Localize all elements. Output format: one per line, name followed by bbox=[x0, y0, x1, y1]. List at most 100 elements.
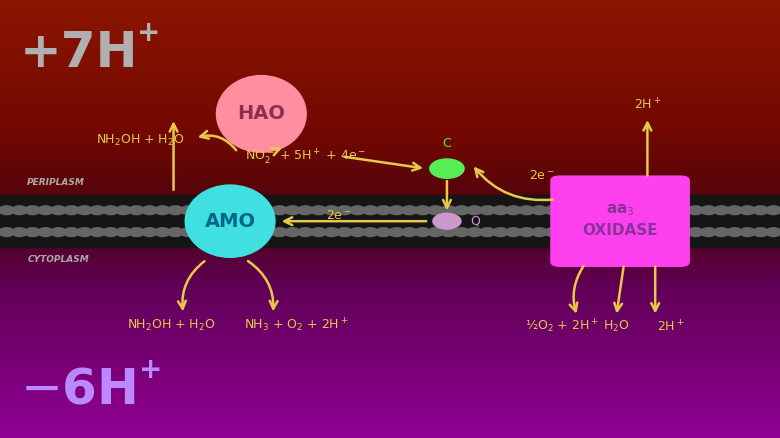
Bar bbox=[0, 311, 780, 313]
Bar bbox=[0, 50, 780, 53]
Circle shape bbox=[544, 206, 560, 215]
Circle shape bbox=[402, 206, 417, 215]
Circle shape bbox=[310, 228, 326, 237]
Circle shape bbox=[271, 206, 287, 215]
Text: NH$_2$OH + H$_2$O: NH$_2$OH + H$_2$O bbox=[127, 318, 216, 333]
Circle shape bbox=[25, 228, 41, 237]
Circle shape bbox=[688, 206, 704, 215]
Circle shape bbox=[12, 228, 27, 237]
Bar bbox=[0, 245, 780, 247]
Bar bbox=[0, 283, 780, 285]
Bar bbox=[0, 15, 780, 18]
Circle shape bbox=[310, 206, 326, 215]
Circle shape bbox=[714, 206, 729, 215]
Bar bbox=[0, 177, 780, 180]
Bar bbox=[0, 138, 780, 140]
Bar bbox=[0, 263, 780, 265]
Bar bbox=[0, 392, 780, 394]
Circle shape bbox=[154, 206, 170, 215]
Bar bbox=[0, 195, 780, 197]
Circle shape bbox=[661, 206, 677, 215]
Circle shape bbox=[129, 206, 144, 215]
Bar bbox=[0, 42, 780, 44]
Text: 2e$^-$: 2e$^-$ bbox=[326, 209, 353, 222]
Text: +: + bbox=[136, 19, 160, 47]
Bar bbox=[0, 116, 780, 118]
Bar bbox=[0, 61, 780, 64]
Circle shape bbox=[753, 206, 768, 215]
Bar bbox=[0, 429, 780, 431]
Bar bbox=[0, 57, 780, 59]
Circle shape bbox=[154, 228, 170, 237]
Circle shape bbox=[441, 206, 456, 215]
Bar bbox=[0, 180, 780, 182]
Bar bbox=[0, 390, 780, 392]
Bar bbox=[0, 120, 780, 123]
Circle shape bbox=[739, 228, 755, 237]
Bar bbox=[0, 313, 780, 315]
Bar bbox=[0, 48, 780, 50]
Circle shape bbox=[76, 206, 92, 215]
Text: Q: Q bbox=[470, 215, 480, 228]
Bar bbox=[0, 68, 780, 70]
Bar bbox=[0, 293, 780, 296]
Bar bbox=[0, 44, 780, 46]
Bar bbox=[0, 145, 780, 147]
Circle shape bbox=[558, 206, 573, 215]
Circle shape bbox=[427, 206, 443, 215]
Bar bbox=[0, 309, 780, 311]
Bar bbox=[0, 208, 780, 210]
Circle shape bbox=[480, 228, 495, 237]
Circle shape bbox=[37, 206, 53, 215]
Bar bbox=[0, 186, 780, 188]
Bar bbox=[0, 274, 780, 276]
Circle shape bbox=[0, 228, 14, 237]
Circle shape bbox=[583, 206, 599, 215]
Bar bbox=[0, 70, 780, 72]
Circle shape bbox=[610, 228, 626, 237]
Bar bbox=[0, 96, 780, 99]
Bar bbox=[0, 324, 780, 326]
Bar bbox=[0, 88, 780, 90]
Bar bbox=[0, 118, 780, 120]
Circle shape bbox=[636, 206, 651, 215]
Circle shape bbox=[0, 206, 14, 215]
Text: NO$_2^-$ + 5H$^+$ + 4e$^-$: NO$_2^-$ + 5H$^+$ + 4e$^-$ bbox=[245, 147, 367, 166]
Circle shape bbox=[337, 228, 353, 237]
Bar bbox=[0, 399, 780, 401]
Text: PERIPLASM: PERIPLASM bbox=[27, 178, 85, 187]
Bar bbox=[0, 112, 780, 114]
Bar bbox=[0, 59, 780, 61]
Bar bbox=[0, 94, 780, 96]
Bar bbox=[0, 201, 780, 204]
Circle shape bbox=[753, 228, 768, 237]
Ellipse shape bbox=[186, 185, 275, 258]
Circle shape bbox=[115, 206, 131, 215]
Bar bbox=[0, 228, 780, 230]
Text: 2H$^+$: 2H$^+$ bbox=[657, 319, 685, 334]
Bar bbox=[0, 261, 780, 263]
Bar bbox=[0, 129, 780, 131]
Circle shape bbox=[324, 206, 339, 215]
Bar bbox=[0, 298, 780, 300]
Circle shape bbox=[739, 206, 755, 215]
Bar bbox=[0, 125, 780, 127]
Circle shape bbox=[415, 228, 431, 237]
Bar bbox=[0, 385, 780, 388]
Circle shape bbox=[766, 228, 780, 237]
Circle shape bbox=[232, 206, 248, 215]
Circle shape bbox=[583, 228, 599, 237]
Circle shape bbox=[388, 228, 404, 237]
Circle shape bbox=[103, 228, 119, 237]
FancyArrowPatch shape bbox=[569, 266, 583, 311]
Bar bbox=[0, 66, 780, 68]
Bar bbox=[0, 405, 780, 407]
Circle shape bbox=[661, 228, 677, 237]
Circle shape bbox=[181, 206, 197, 215]
Bar bbox=[0, 247, 780, 250]
Bar bbox=[0, 81, 780, 83]
Text: +: + bbox=[139, 356, 162, 384]
Bar bbox=[0, 77, 780, 79]
Bar bbox=[0, 418, 780, 420]
Bar bbox=[0, 434, 780, 436]
